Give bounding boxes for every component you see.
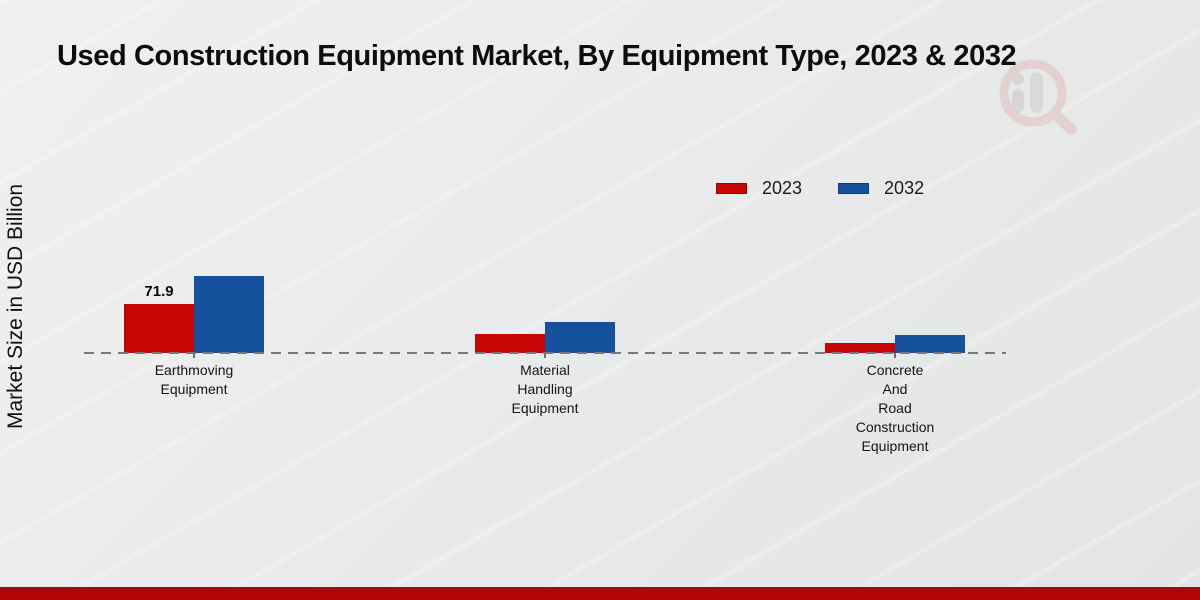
bar-2032-0 — [194, 276, 264, 353]
category-label: Material Handling Equipment — [511, 362, 579, 416]
legend-item-2032: 2032 — [838, 178, 924, 199]
category-label: Earthmoving Equipment — [154, 362, 234, 397]
legend-label-2032: 2032 — [884, 178, 925, 198]
legend: 2023 2032 — [716, 178, 924, 199]
category-label: Concrete And Road Construction Equipment — [855, 362, 935, 454]
bar-2023-1 — [475, 334, 545, 353]
bar-2023-2 — [825, 343, 895, 353]
chart-title: Used Construction Equipment Market, By E… — [57, 40, 1017, 72]
axis-tick — [193, 353, 195, 358]
bar-2032-1 — [545, 322, 615, 353]
magnifier-bar-chart-watermark-icon — [995, 58, 1083, 136]
legend-swatch-2032 — [838, 183, 870, 194]
legend-swatch-2023 — [716, 183, 747, 194]
bar-2032-2 — [895, 335, 965, 353]
legend-item-2023: 2023 — [716, 178, 802, 199]
bar-2023-0 — [124, 304, 194, 353]
axis-tick — [544, 353, 546, 358]
legend-label-2023: 2023 — [762, 178, 803, 198]
axis-tick — [894, 353, 896, 358]
bar-value-label: 71.9 — [144, 283, 174, 300]
footer-band — [0, 587, 1200, 600]
